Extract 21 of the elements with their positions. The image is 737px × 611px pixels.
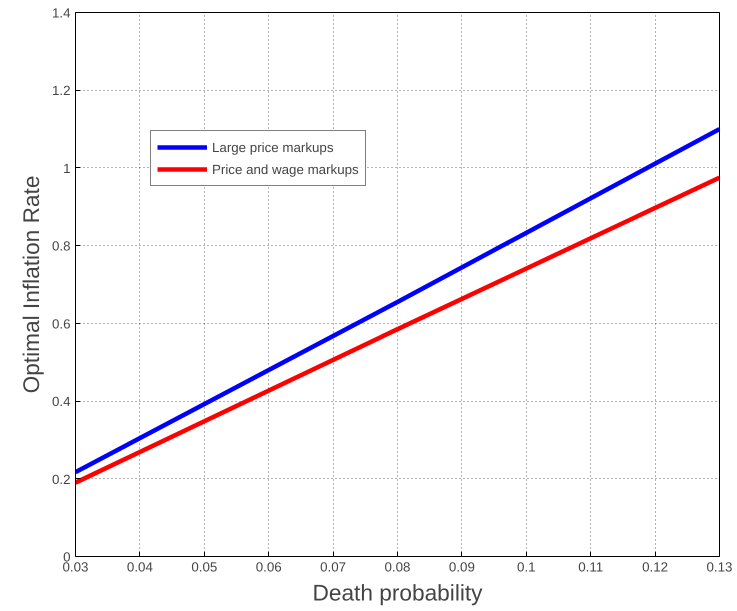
- x-tick-label: 0.11: [578, 560, 604, 574]
- y-tick-label: 0.4: [52, 394, 72, 410]
- x-tick-label: 0.06: [256, 560, 282, 574]
- y-tick-label: 1: [63, 160, 71, 176]
- y-tick-label: 0.2: [52, 472, 71, 487]
- x-tick-label: 0.08: [384, 560, 410, 574]
- x-tick-label: 0.09: [448, 560, 475, 574]
- y-tick-label: 0.8: [52, 238, 71, 254]
- legend-label: Price and wage markups: [212, 162, 359, 176]
- x-tick-label: 0.07: [320, 560, 346, 574]
- x-tick-label: 0.05: [191, 560, 218, 574]
- y-tick-label: 0.6: [52, 316, 71, 332]
- y-tick-label: 1.4: [52, 6, 72, 20]
- x-tick-label: 0.04: [126, 560, 154, 574]
- x-tick-label: 0.13: [706, 560, 732, 574]
- x-tick-label: 0.12: [642, 560, 668, 574]
- x-tick-label: 0.1: [517, 560, 536, 574]
- legend-label: Large price markups: [212, 140, 334, 154]
- y-axis-title: Optimal Inflation Rate: [18, 176, 44, 394]
- x-axis-title: Death probability: [312, 580, 484, 606]
- y-tick-label: 1.2: [52, 83, 71, 98]
